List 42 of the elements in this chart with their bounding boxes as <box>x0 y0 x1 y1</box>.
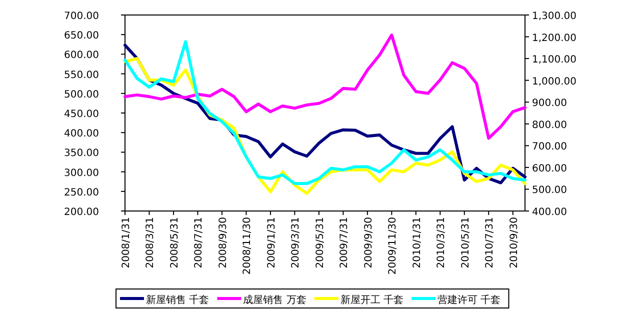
y-tick-label: 400.00 <box>64 128 99 140</box>
x-tick-label: 2010/1/31 <box>412 217 423 268</box>
legend-label: 成屋销售 万套 <box>243 294 306 306</box>
x-tick-label: 2008/5/31 <box>169 217 180 268</box>
x-tick-label: 2009/1/31 <box>266 217 278 268</box>
x-tick-label: 2009/11/30 <box>388 217 399 275</box>
y-tick-label: 500.00 <box>64 89 99 100</box>
x-tick-label: 2009/7/31 <box>339 217 350 268</box>
x-tick-label: 2010/7/31 <box>484 217 496 268</box>
y-tick-label: 650.00 <box>64 30 99 42</box>
y2-tick-label: 1,000.00 <box>532 76 577 88</box>
x-tick-label: 2009/5/31 <box>314 217 326 268</box>
y2-tick-label: 500.00 <box>532 185 567 196</box>
y2-tick-label: 1,300.00 <box>532 11 577 22</box>
x-tick-label: 2010/3/31 <box>436 217 448 268</box>
legend-label: 营建许可 千套 <box>438 294 501 306</box>
x-tick-label: 2010/9/30 <box>508 217 520 268</box>
y2-tick-label: 800.00 <box>532 120 567 131</box>
x-tick-label: 2008/9/30 <box>218 217 229 268</box>
y-tick-label: 200.00 <box>64 207 99 218</box>
y-tick-label: 300.00 <box>64 168 99 179</box>
y2-tick-label: 1,100.00 <box>532 54 577 66</box>
y-tick-label: 450.00 <box>64 109 99 120</box>
x-tick-label: 2008/11/30 <box>242 217 254 275</box>
x-tick-label: 2008/1/31 <box>121 217 132 268</box>
x-tick-label: 2009/9/30 <box>363 217 374 268</box>
legend-label: 新屋开工 千套 <box>340 294 404 306</box>
x-tick-label: 2010/5/31 <box>460 217 472 268</box>
y2-tick-label: 400.00 <box>532 207 567 218</box>
y-tick-label: 700.00 <box>64 11 99 22</box>
y2-tick-label: 1,200.00 <box>532 32 577 44</box>
y-tick-label: 250.00 <box>64 187 99 198</box>
y2-tick-label: 700.00 <box>532 142 567 153</box>
y2-tick-label: 600.00 <box>532 163 567 174</box>
x-tick-label: 2009/3/31 <box>290 217 302 268</box>
legend-label: 新屋销售 千套 <box>146 294 210 306</box>
y-tick-label: 600.00 <box>64 50 99 62</box>
x-tick-label: 2008/3/31 <box>145 217 156 268</box>
y2-tick-label: 900.00 <box>532 98 567 110</box>
y-tick-label: 550.00 <box>64 70 99 81</box>
y-tick-label: 350.00 <box>64 148 99 160</box>
x-tick-label: 2008/7/31 <box>194 217 205 268</box>
